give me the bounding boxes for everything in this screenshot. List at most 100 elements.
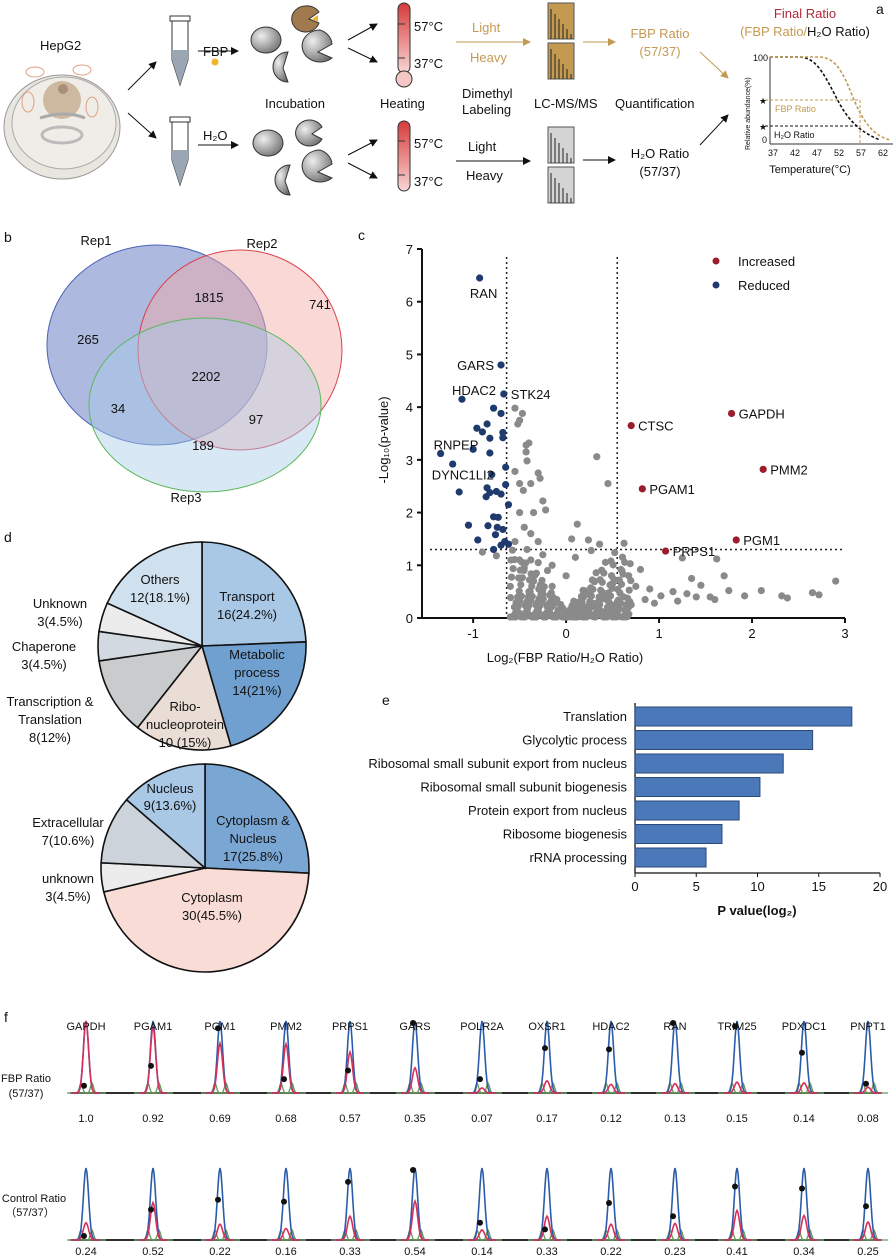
pie-slice <box>100 798 208 869</box>
point-unchanged <box>713 555 721 563</box>
pie-slice <box>136 644 232 751</box>
pie-slice <box>201 541 307 647</box>
point-reduced <box>494 513 502 521</box>
mini-xtick: 37 <box>768 148 778 158</box>
point-unchanged <box>596 606 604 615</box>
marker-dot <box>542 1045 548 1052</box>
trace-57c <box>533 1079 561 1094</box>
marker-dot <box>799 1049 805 1056</box>
temp-57-label: 57°C <box>414 19 443 34</box>
y-tick-label: 7 <box>406 242 413 257</box>
trace-57c <box>854 1220 882 1241</box>
mini-xtick: 52 <box>834 148 844 158</box>
temp-37-label: 37°C <box>414 174 443 189</box>
point-stk24 <box>500 390 508 398</box>
ms-spectrum-box <box>547 2 575 40</box>
ratio-value: 0.52 <box>142 1246 163 1258</box>
protein-label: OXSR1 <box>528 1021 565 1033</box>
dimethyl-label: Dimethyl <box>462 86 513 101</box>
fbp-ratio-label: FBP Ratio <box>630 26 689 41</box>
venn-label-rep3: Rep3 <box>170 490 201 505</box>
point-unchanged <box>711 595 719 604</box>
pie-location-labels: Cytoplasm & Nucleus 17(25.8%) Cytoplasm … <box>32 781 290 923</box>
point-unchanged <box>527 479 535 488</box>
point-unchanged <box>511 556 519 564</box>
point-dync1li2 <box>488 471 496 479</box>
point-unchanged <box>514 420 522 428</box>
protein-label: PDXDC1 <box>782 1021 827 1033</box>
point-unchanged <box>540 583 548 591</box>
protein-icons-h2o <box>252 119 333 196</box>
venn-count: 2202 <box>192 369 221 384</box>
venn-count: 741 <box>309 297 331 312</box>
slice-value: 16(24.2%) <box>217 607 277 622</box>
point-unchanged <box>520 523 528 531</box>
marker-dot <box>345 1178 351 1185</box>
point-unchanged <box>598 578 606 586</box>
point-reduced <box>504 540 513 548</box>
point-unchanged <box>519 486 527 495</box>
heavy-label-fbp: Heavy <box>470 50 507 65</box>
marker-dot <box>670 1213 676 1220</box>
point-unchanged <box>511 537 519 546</box>
point-unchanged <box>508 546 517 554</box>
point-unchanged <box>527 530 535 538</box>
slice-value: 3(4.5%) <box>45 889 91 904</box>
pie-slice <box>102 867 310 973</box>
protein-label: TRIM25 <box>717 1021 756 1033</box>
point-unchanged <box>580 593 588 601</box>
point-unchanged <box>528 582 536 590</box>
legend-marker <box>712 281 720 289</box>
x-tick-label: 1 <box>655 626 662 641</box>
ratio-value: 0.57 <box>339 1113 360 1125</box>
h2o-ratio-temps: (57/37) <box>639 164 680 179</box>
slice-label: Translation <box>18 712 82 727</box>
point-unchanged <box>692 593 700 601</box>
point-reduced <box>486 434 494 442</box>
protein-label: RAN <box>663 1021 686 1033</box>
trace-57c <box>72 1020 100 1094</box>
point-reduced <box>491 531 500 539</box>
point-unchanged <box>620 539 628 547</box>
y-tick-label: 0 <box>406 611 413 626</box>
point-unchanged <box>614 612 622 621</box>
ms-spectrum-box <box>547 126 575 164</box>
venn-label-rep2: Rep2 <box>246 236 277 251</box>
point-reduced <box>493 523 501 531</box>
marker-dot <box>81 1082 87 1089</box>
point-label: RNPEP <box>434 438 479 453</box>
point-unchanged <box>616 599 625 607</box>
point-unchanged <box>506 593 515 602</box>
point-unchanged <box>579 603 587 611</box>
pie-function-labels: Transport 16(24.2%) Metabolic process 14… <box>7 572 286 750</box>
point-reduced <box>483 420 491 428</box>
panel-f-peaks: f FBP Ratio (57/37) Control Ratio （57/37… <box>1 1009 888 1258</box>
point-unchanged <box>522 448 530 456</box>
point-unchanged <box>611 548 619 557</box>
slice-value: 12(18.1%) <box>130 590 190 605</box>
slice-value: 17(25.8%) <box>223 849 283 864</box>
point-reduced <box>482 493 490 501</box>
panel-a-workflow: a HepG2 FBP H₂O <box>3 1 893 204</box>
point-unchanged <box>669 588 677 596</box>
point-label: STK24 <box>511 387 551 402</box>
point-reduced <box>469 445 477 453</box>
trace-57c <box>401 1066 429 1094</box>
marker-dot <box>81 1233 87 1239</box>
marker-dot <box>215 1196 221 1203</box>
point-unchanged <box>674 597 682 605</box>
bar-chart: Translation Glycolytic process Ribosomal s… <box>368 703 887 894</box>
point-reduced <box>464 521 473 529</box>
point-reduced <box>489 545 498 554</box>
point-unchanged <box>778 592 786 600</box>
point-unchanged <box>632 582 640 590</box>
trace-57c <box>597 1223 625 1241</box>
x-tick-label: -1 <box>467 626 479 641</box>
point-unchanged <box>531 571 539 579</box>
point-unchanged <box>550 600 558 608</box>
temp-57-label: 57°C <box>414 136 443 151</box>
slice-value: 3(4.5%) <box>21 657 67 672</box>
ms-spectra-icons <box>547 2 575 204</box>
point-unchanged <box>607 601 615 609</box>
